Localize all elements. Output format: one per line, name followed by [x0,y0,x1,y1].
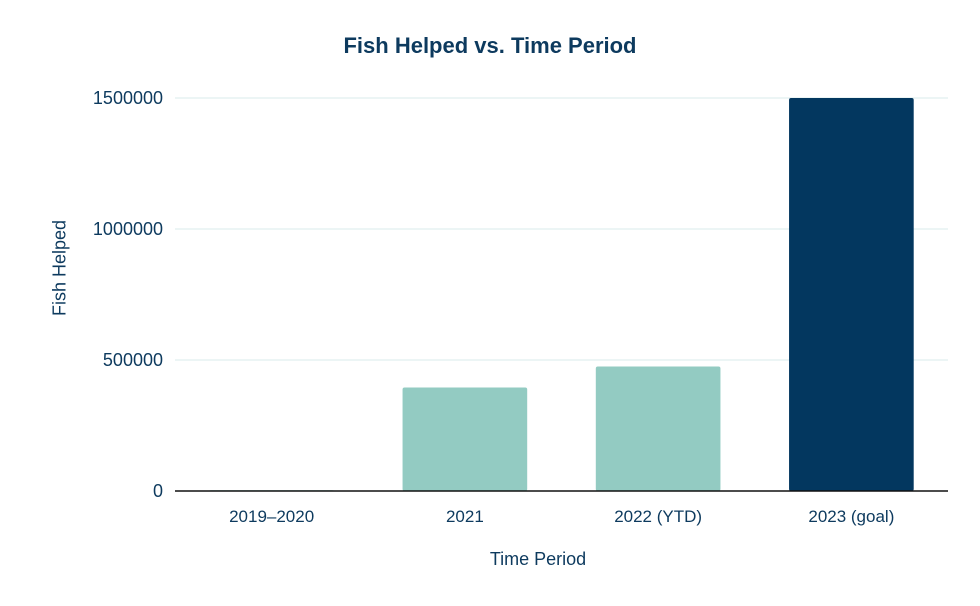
x-tick-label: 2019–2020 [229,507,314,526]
x-axis-label: Time Period [489,549,587,569]
y-tick-label: 0 [153,481,163,501]
y-tick-label: 500000 [103,350,163,370]
x-tick-label: 2021 [446,507,484,526]
bar [595,366,721,491]
x-tick-label: 2022 (YTD) [614,507,702,526]
y-tick-label: 1500000 [93,88,163,108]
x-tick-label: 2023 (goal) [808,507,894,526]
y-tick-label: 1000000 [93,219,163,239]
bar [402,387,528,491]
chart-title: Fish Helped vs. Time Period [343,33,637,58]
bar [789,98,914,491]
